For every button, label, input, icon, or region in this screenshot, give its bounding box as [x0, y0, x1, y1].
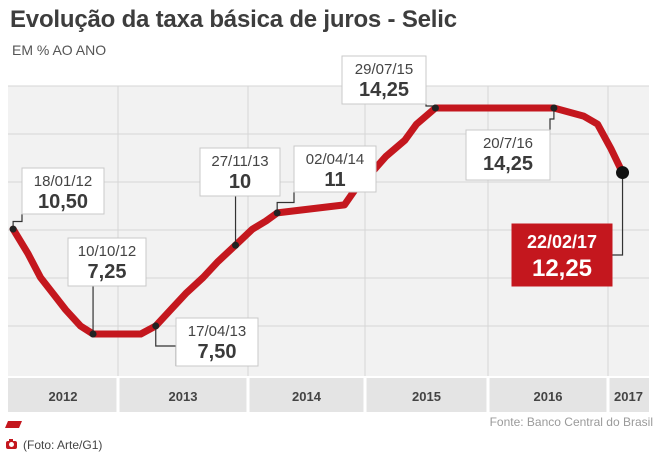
- photo-credit: (Foto: Arte/G1): [6, 438, 102, 452]
- callout-date: 18/01/12: [34, 173, 92, 190]
- callout-value: 14,25: [359, 79, 409, 101]
- callout-date: 17/04/13: [188, 323, 246, 340]
- callout-leader: [549, 108, 555, 130]
- callout-leader: [612, 172, 624, 256]
- callout-date: 29/07/15: [355, 61, 413, 78]
- callout-box: [67, 237, 147, 287]
- callout-value: 12,25: [532, 255, 592, 282]
- callout-value: 11: [324, 169, 345, 191]
- callout-value: 7,25: [88, 261, 127, 283]
- x-tick-label: 2012: [49, 389, 78, 404]
- data-point-marker: [152, 322, 160, 330]
- chart-title: Evolução da taxa básica de juros - Selic: [10, 6, 457, 33]
- callout-box: [465, 129, 551, 181]
- callout-leader: [12, 214, 23, 230]
- g1-logo: [5, 421, 22, 428]
- photo-credit-text: (Foto: Arte/G1): [23, 438, 103, 452]
- data-point-marker: [9, 225, 17, 233]
- callout-date: 10/10/12: [78, 243, 136, 260]
- x-tick-label: 2016: [534, 389, 563, 404]
- selic-series-line: [9, 104, 626, 338]
- g1-logo-shape: [5, 421, 22, 428]
- data-point-marker: [616, 166, 630, 180]
- callout-date: 27/11/13: [211, 153, 268, 170]
- callout-box: [175, 317, 259, 367]
- callout-value: 14,25: [483, 153, 533, 175]
- x-tick-label: 2015: [412, 389, 441, 404]
- x-tick-label: 2013: [169, 389, 198, 404]
- x-axis-band: [8, 378, 649, 412]
- callout-box: [341, 55, 427, 105]
- callout-box: [293, 145, 377, 193]
- source-note: Fonte: Banco Central do Brasil: [490, 415, 653, 429]
- callout-date: 02/04/14: [306, 151, 364, 168]
- callout-box: [511, 223, 613, 287]
- data-point-marker: [232, 241, 240, 249]
- x-tick-label: 2017: [614, 389, 643, 404]
- callout-date: 20/7/16: [483, 135, 533, 152]
- data-point-marker: [89, 330, 97, 338]
- callout-box: [21, 167, 105, 215]
- callout-date: 22/02/17: [527, 232, 597, 252]
- callout-value: 10: [229, 171, 251, 193]
- callout-box: [199, 147, 281, 197]
- callout-leader: [276, 192, 295, 213]
- data-point-marker: [273, 209, 281, 217]
- callout-value: 10,50: [38, 191, 88, 213]
- x-tick-label: 2014: [292, 389, 322, 404]
- callout-leaders: [9, 104, 630, 366]
- callout-value: 7,50: [198, 341, 237, 363]
- series-layer: [9, 104, 626, 338]
- x-axis: 2012 2013 2014 2015 2016 2017: [8, 378, 649, 412]
- data-point-marker: [550, 104, 558, 112]
- camera-icon: [6, 439, 17, 449]
- chart-subtitle: EM % AO ANO: [12, 42, 107, 58]
- data-point-marker: [431, 104, 439, 112]
